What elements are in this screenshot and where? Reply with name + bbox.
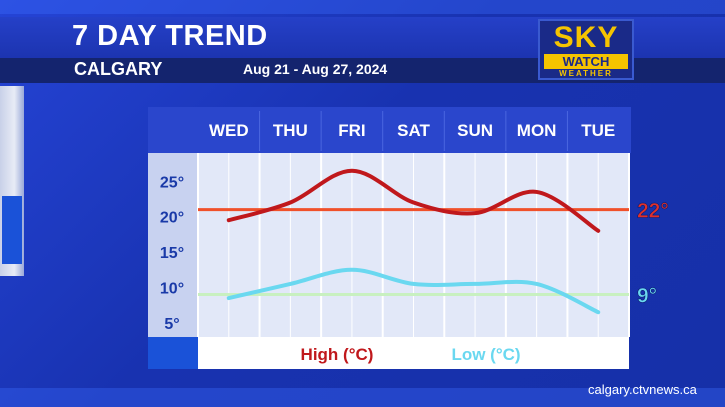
date-range: Aug 21 - Aug 27, 2024 <box>243 61 388 77</box>
background-stripe <box>0 388 725 407</box>
day-label: MON <box>517 121 557 140</box>
logo-weather-text: WEATHER <box>559 69 613 78</box>
day-label: SUN <box>457 121 493 140</box>
day-label: TUE <box>581 121 615 140</box>
chart-yaxis-panel <box>148 153 198 337</box>
logo-watch-text: WATCH <box>544 54 628 69</box>
watermark: calgary.ctvnews.ca <box>588 382 697 397</box>
reference-label: 9° <box>637 285 657 308</box>
day-label: WED <box>209 121 249 140</box>
y-tick-label: 15° <box>160 245 184 262</box>
y-tick-label: 10° <box>160 280 184 297</box>
side-strip-accent <box>2 196 22 264</box>
y-tick-label: 20° <box>160 210 184 227</box>
page-title: 7 DAY TREND <box>72 20 268 52</box>
legend-label: Low (°C) <box>451 345 520 364</box>
chart-legend-panel <box>198 337 629 369</box>
day-label: SAT <box>397 121 430 140</box>
logo-sky-text: SKY <box>553 21 619 54</box>
skywatch-logo: SKY WATCH WEATHER <box>538 19 634 80</box>
chart-header-panel <box>148 107 631 153</box>
chart-svg: WED THU FRI SAT SUN MON TUE 25° 20° 15° 10° 5° 22° 9°… <box>148 107 669 369</box>
y-tick-label: 25° <box>160 174 184 191</box>
y-tick-label: 5° <box>164 316 179 333</box>
background-stripe <box>0 0 725 14</box>
side-strip <box>0 86 24 276</box>
reference-label: 22° <box>637 200 669 223</box>
trend-chart: WED THU FRI SAT SUN MON TUE 25° 20° 15° 10° 5° 22° 9°… <box>148 107 669 369</box>
legend-label: High (°C) <box>301 345 374 364</box>
day-label: THU <box>273 121 308 140</box>
chart-legend-corner <box>148 337 198 369</box>
day-label: FRI <box>338 121 365 140</box>
series-line <box>226 168 601 233</box>
city-label: CALGARY <box>74 59 163 79</box>
series-line <box>226 267 601 315</box>
